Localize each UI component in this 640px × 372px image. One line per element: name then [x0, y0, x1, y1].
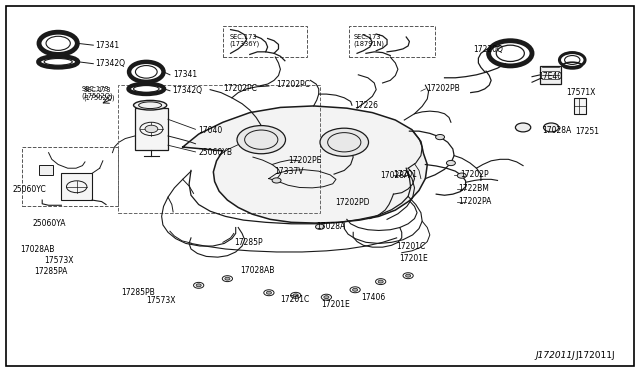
Circle shape: [196, 284, 201, 287]
Text: 17202PC: 17202PC: [223, 84, 257, 93]
Text: 17226: 17226: [354, 101, 378, 110]
Text: 17201E: 17201E: [399, 254, 428, 263]
Text: 17E40: 17E40: [538, 72, 563, 81]
Circle shape: [436, 135, 445, 140]
Circle shape: [515, 123, 531, 132]
Text: 25060YA: 25060YA: [33, 219, 66, 228]
Text: 17201C: 17201C: [280, 295, 309, 304]
Text: J172011J: J172011J: [575, 351, 615, 360]
Circle shape: [293, 294, 298, 297]
Text: 17028AB: 17028AB: [20, 244, 54, 253]
Text: 17285PA: 17285PA: [34, 267, 67, 276]
Text: SEC.173
(17336Y): SEC.173 (17336Y): [229, 34, 260, 48]
Polygon shape: [182, 106, 428, 223]
Text: 17028A: 17028A: [316, 222, 346, 231]
Text: SEC.173
(18791N): SEC.173 (18791N): [354, 34, 385, 48]
Text: 17028AB: 17028AB: [240, 266, 275, 275]
Text: 17573X: 17573X: [44, 256, 74, 264]
Text: 17201: 17201: [393, 170, 417, 179]
Text: 17573X: 17573X: [147, 296, 176, 305]
Circle shape: [324, 296, 329, 299]
Circle shape: [272, 178, 281, 183]
Bar: [223, 26, 307, 57]
Circle shape: [353, 288, 358, 291]
Text: 25060YC: 25060YC: [12, 185, 46, 194]
Text: 17201E: 17201E: [321, 300, 350, 309]
Circle shape: [406, 274, 411, 277]
Text: 17285P: 17285P: [234, 238, 262, 247]
Bar: [61, 173, 92, 200]
Text: 17202PC: 17202PC: [276, 80, 310, 89]
Text: 17251: 17251: [575, 127, 600, 137]
Text: 17342Q: 17342Q: [172, 86, 202, 95]
Text: 17040: 17040: [198, 126, 223, 135]
Text: 17202PB: 17202PB: [426, 84, 460, 93]
Text: 17337V: 17337V: [274, 167, 303, 176]
Circle shape: [458, 173, 467, 178]
Circle shape: [145, 125, 158, 133]
Text: 17341: 17341: [173, 70, 197, 79]
Text: SEC.173
(17502Q): SEC.173 (17502Q): [84, 87, 115, 101]
Circle shape: [378, 280, 383, 283]
Text: 25060YB: 25060YB: [198, 148, 233, 157]
Text: 17342Q: 17342Q: [95, 59, 125, 68]
Text: J172011J: J172011J: [536, 351, 575, 360]
Circle shape: [225, 277, 230, 280]
Text: 17285PB: 17285PB: [121, 288, 154, 297]
Text: 17202PA: 17202PA: [458, 197, 492, 206]
Text: 17202PD: 17202PD: [335, 198, 370, 207]
Bar: [574, 98, 586, 114]
Circle shape: [237, 126, 285, 154]
Bar: [349, 26, 435, 57]
Circle shape: [320, 128, 369, 156]
Text: 17220Q: 17220Q: [473, 45, 503, 54]
Text: 17406: 17406: [362, 294, 386, 302]
Circle shape: [447, 160, 456, 166]
Text: 17028A: 17028A: [542, 126, 572, 135]
Circle shape: [543, 123, 559, 132]
Circle shape: [266, 291, 271, 294]
Text: 17571X: 17571X: [566, 88, 596, 97]
Bar: [118, 85, 320, 213]
Circle shape: [316, 224, 324, 230]
Text: 17202P: 17202P: [461, 170, 489, 179]
Text: 1722BM: 1722BM: [458, 185, 489, 193]
Text: 17341: 17341: [95, 41, 119, 50]
Ellipse shape: [134, 100, 167, 110]
Bar: [540, 65, 561, 84]
Text: SEC.173
(17502Q): SEC.173 (17502Q): [82, 86, 113, 99]
Bar: [22, 147, 118, 206]
Text: 17202PE: 17202PE: [288, 156, 321, 165]
Bar: [39, 164, 53, 175]
Text: 17028A: 17028A: [381, 171, 410, 180]
Bar: [135, 108, 168, 150]
Text: 17201C: 17201C: [397, 241, 426, 250]
